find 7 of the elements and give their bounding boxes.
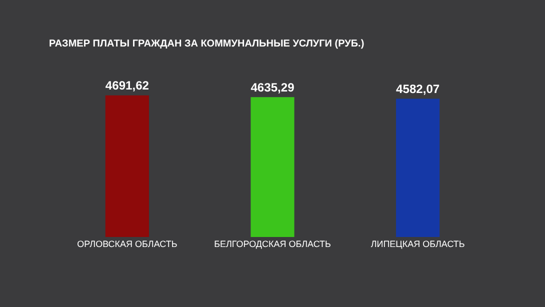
chart-title: РАЗМЕР ПЛАТЫ ГРАЖДАН ЗА КОММУНАЛЬНЫЕ УСЛУГИ (РУБ.) — [49, 38, 364, 50]
data-label: 4582,07 — [396, 82, 440, 96]
data-label: 4635,29 — [250, 80, 295, 94]
x-tick-label: ОРЛОВСКАЯ ОБЛАСТЬ — [77, 239, 178, 249]
data-label: 4691,62 — [105, 78, 150, 93]
x-tick-label: ЛИПЕЦКАЯ ОБЛАСТЬ — [370, 239, 465, 249]
x-tick-label: БЕЛГОРОДСКАЯ ОБЛАСТЬ — [214, 239, 332, 249]
